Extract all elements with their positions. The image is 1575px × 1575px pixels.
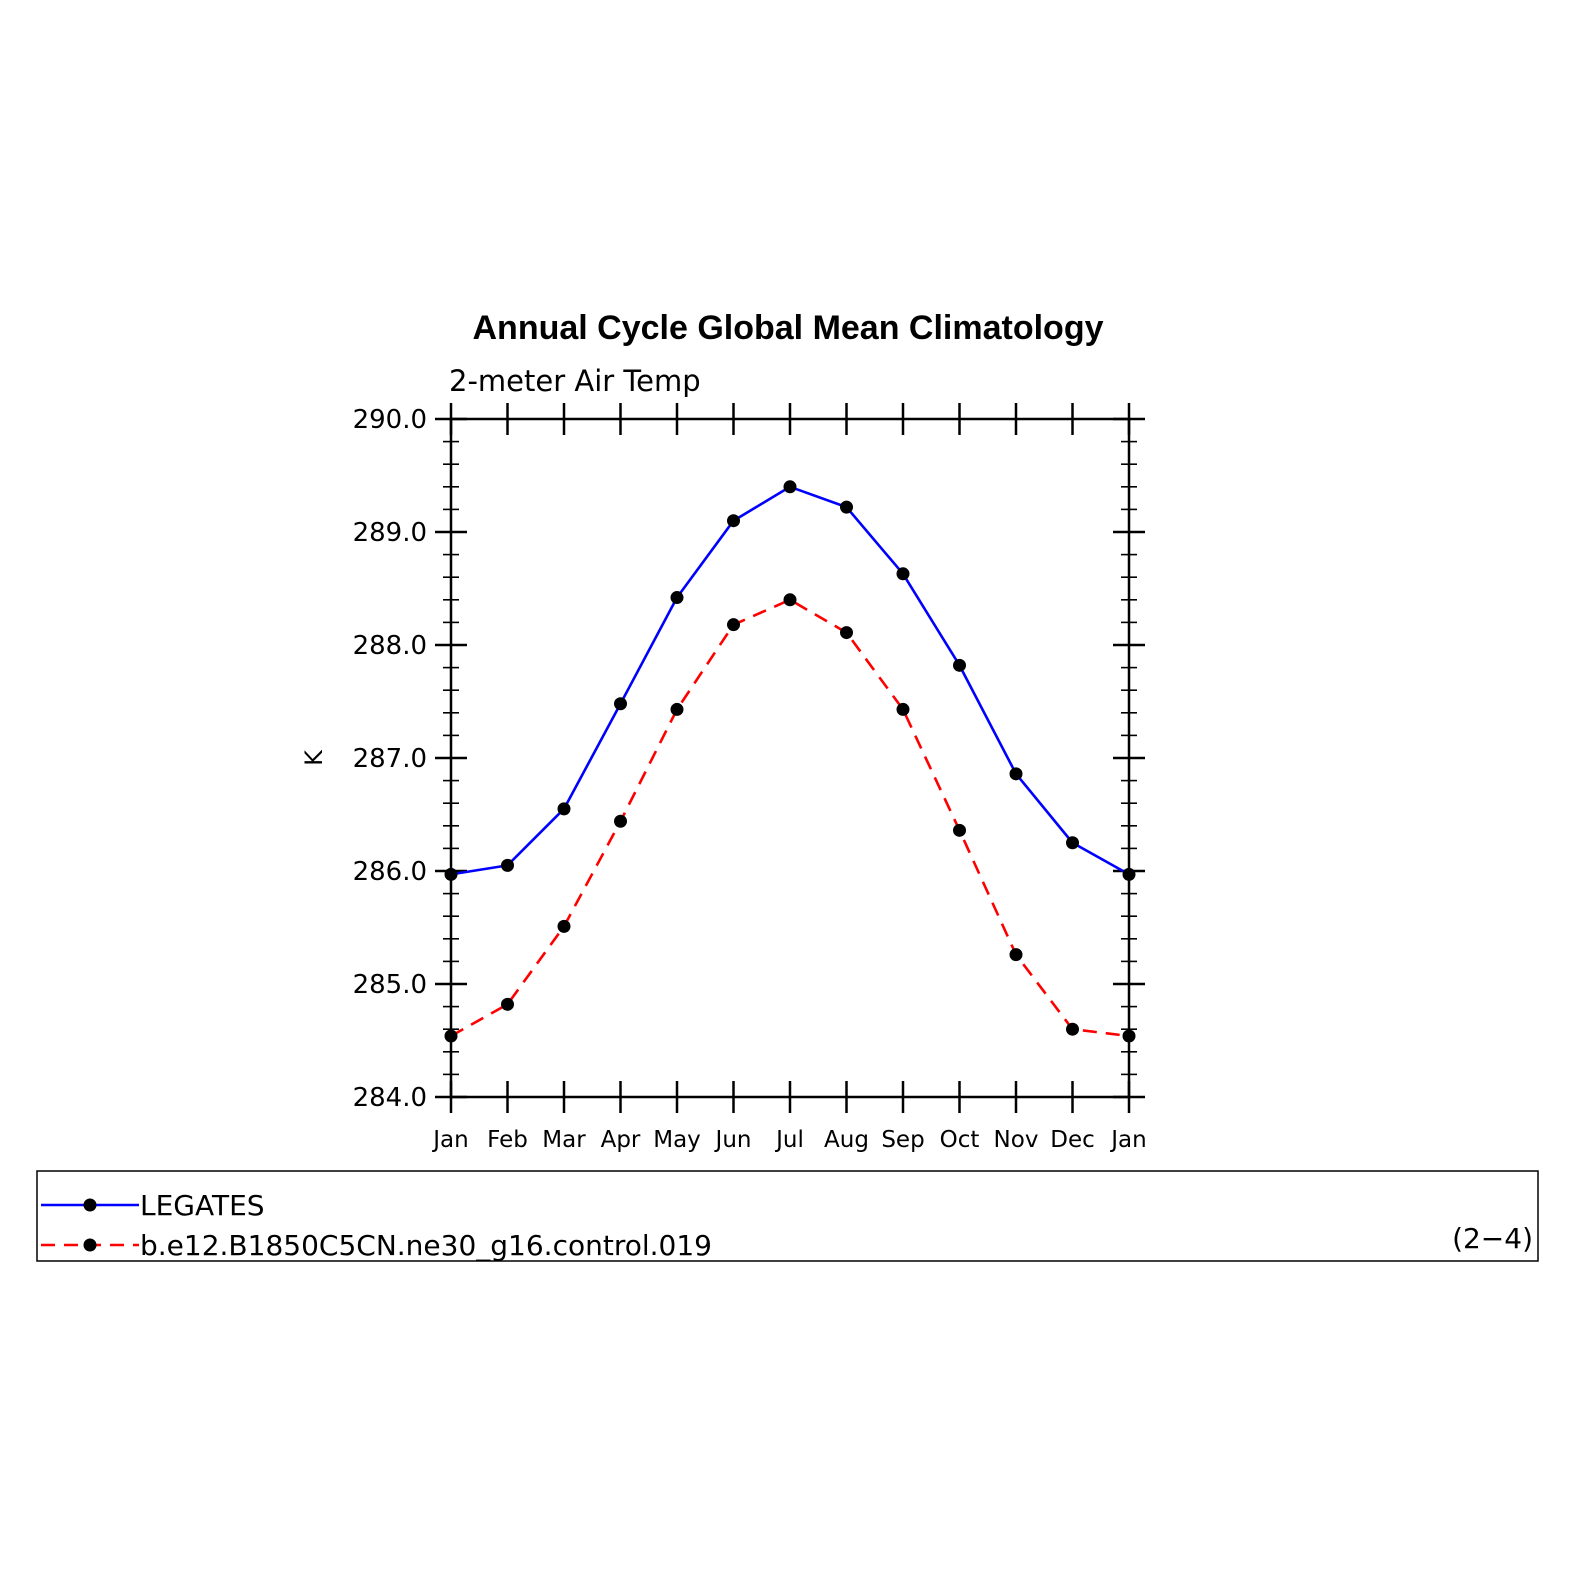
x-tick-label: Apr: [601, 1127, 641, 1153]
series-2-point: [1066, 1022, 1079, 1036]
series-1-point: [783, 480, 797, 494]
legend-marker-2: [83, 1238, 97, 1252]
x-tick-label: Sep: [881, 1127, 924, 1153]
y-tick-label: 285.0: [353, 970, 427, 1000]
y-tick-label: 290.0: [353, 405, 427, 435]
y-axis-label: K: [300, 749, 328, 766]
series-1-point: [557, 802, 571, 816]
chart-title: Annual Cycle Global Mean Climatology: [473, 309, 1104, 347]
series-2-point: [557, 919, 571, 933]
series-1-point: [444, 867, 458, 881]
x-tick-label: Mar: [542, 1127, 586, 1153]
series-line-1: [450, 485, 1130, 876]
legend-label-1: LEGATES: [140, 1189, 265, 1222]
x-tick-label: May: [653, 1127, 701, 1153]
series-2-point: [1122, 1029, 1136, 1043]
plot-frame: [449, 417, 1131, 1099]
x-tick-label: Aug: [824, 1127, 869, 1153]
series-layer: [444, 480, 1136, 1043]
legend: (2−4) LEGATES b.e12.B1850C5CN.ne30_g16.co…: [36, 1170, 1539, 1262]
y-tick-label: 287.0: [353, 744, 427, 774]
series-2-point: [953, 823, 966, 837]
series-2-point: [614, 814, 627, 828]
x-tick-label: Jan: [431, 1127, 468, 1153]
y-tick-label: 286.0: [353, 857, 427, 887]
series-1-point: [896, 567, 910, 581]
series-1-point: [953, 658, 966, 672]
series-2-point: [670, 702, 684, 716]
legend-label-2: b.e12.B1850C5CN.ne30_g16.control.019: [140, 1229, 712, 1262]
x-tick-label: Oct: [940, 1127, 980, 1153]
series-1-point: [501, 858, 514, 872]
series-line-2: [450, 598, 1130, 1038]
chart-subtitle: 2-meter Air Temp: [449, 364, 701, 398]
series-1-point: [727, 514, 740, 528]
series-1-point: [1066, 836, 1079, 850]
x-tick-label: Jul: [774, 1127, 804, 1153]
y-tick-label: 288.0: [353, 631, 427, 661]
y-tick-label: 289.0: [353, 518, 427, 548]
legend-annotation: (2−4): [1452, 1222, 1533, 1255]
series-1-point: [614, 697, 627, 711]
series-2-point: [501, 997, 514, 1011]
series-2-point: [727, 618, 740, 632]
x-tick-label: Jan: [1109, 1127, 1146, 1153]
series-2-point: [840, 626, 853, 640]
series-2-point: [444, 1029, 458, 1043]
series-2-point: [1009, 948, 1023, 962]
series-1-point: [1009, 767, 1023, 781]
y-tick-label: 284.0: [353, 1083, 427, 1113]
legend-box: [36, 1170, 1539, 1262]
axes-layer: 284.0 285.0 286.0 287.0 288.0 289.0 290.0 Jan Fe…: [353, 403, 1147, 1153]
x-tick-label: Feb: [487, 1127, 528, 1153]
x-tick-label: Jun: [714, 1127, 752, 1153]
legend-marker-1: [83, 1198, 97, 1212]
series-1-point: [670, 591, 684, 605]
x-tick-label: Dec: [1050, 1127, 1095, 1153]
x-tick-label: Nov: [994, 1127, 1039, 1153]
series-2-point: [896, 702, 910, 716]
series-2-point: [783, 593, 797, 607]
series-1-point: [840, 500, 853, 514]
series-1-point: [1122, 867, 1136, 881]
